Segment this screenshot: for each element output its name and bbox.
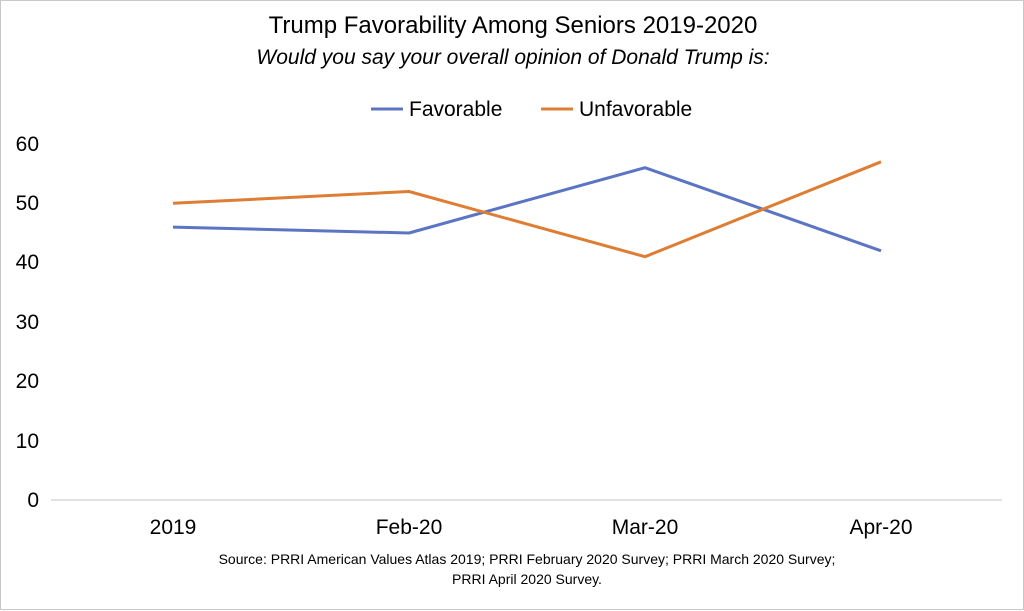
source-line: Source: PRRI American Values Atlas 2019;… [219, 551, 836, 567]
y-tick-label: 40 [16, 251, 39, 274]
y-tick-label: 0 [27, 489, 39, 512]
y-tick-label: 10 [16, 430, 39, 453]
y-tick-label: 20 [16, 370, 39, 393]
legend-label-favorable: Favorable [409, 98, 502, 121]
x-tick-label: Apr-20 [849, 516, 912, 539]
source-note: Source: PRRI American Values Atlas 2019;… [219, 551, 836, 587]
x-tick-label: Mar-20 [612, 516, 679, 539]
chart-title: Trump Favorability Among Seniors 2019-20… [269, 12, 758, 39]
source-line: PRRI April 2020 Survey. [452, 571, 602, 587]
series-line-favorable [172, 166, 882, 253]
y-tick-label: 60 [16, 133, 39, 156]
y-axis: 0 10 20 30 40 50 60 [16, 133, 39, 512]
chart-subtitle: Would you say your overall opinion of Do… [256, 46, 769, 69]
y-tick-label: 50 [16, 192, 39, 215]
y-tick-label: 30 [16, 311, 39, 334]
x-tick-label: Feb-20 [376, 516, 443, 539]
series-line-unfavorable [172, 160, 882, 259]
legend: Favorable Unfavorable [371, 98, 692, 121]
x-tick-label: 2019 [150, 516, 197, 539]
legend-label-unfavorable: Unfavorable [579, 98, 692, 121]
x-axis: 2019 Feb-20 Mar-20 Apr-20 [150, 516, 913, 539]
